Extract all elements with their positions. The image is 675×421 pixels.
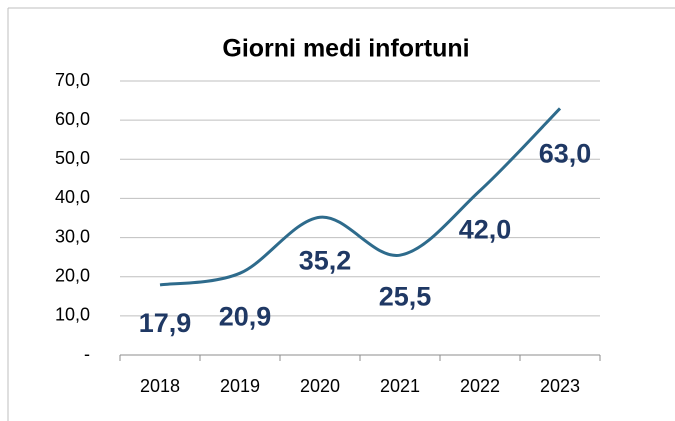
data-label: 35,2 — [299, 245, 352, 275]
line — [159, 107, 562, 287]
y-tick-label: - — [84, 344, 90, 364]
y-tick-label: 20,0 — [55, 265, 90, 285]
y-tick-label: 30,0 — [55, 226, 90, 246]
y-tick-label: 50,0 — [55, 148, 90, 168]
data-label: 25,5 — [379, 281, 432, 311]
y-tick-label: 70,0 — [55, 70, 90, 90]
data-label: 17,9 — [139, 308, 192, 338]
y-tick-label: 10,0 — [55, 305, 90, 325]
x-tick-label: 2018 — [140, 376, 180, 396]
x-tick-label: 2021 — [380, 376, 420, 396]
y-tick-label: 60,0 — [55, 109, 90, 129]
data-label: 20,9 — [219, 301, 272, 331]
x-tick-label: 2020 — [300, 376, 340, 396]
x-tick-label: 2023 — [540, 376, 580, 396]
chart-title: Giorni medi infortuni — [222, 35, 469, 63]
y-tick-label: 40,0 — [55, 187, 90, 207]
data-label: 63,0 — [539, 139, 592, 169]
x-tick-label: 2019 — [220, 376, 260, 396]
x-tick-label: 2022 — [460, 376, 500, 396]
data-label: 42,0 — [459, 215, 512, 245]
